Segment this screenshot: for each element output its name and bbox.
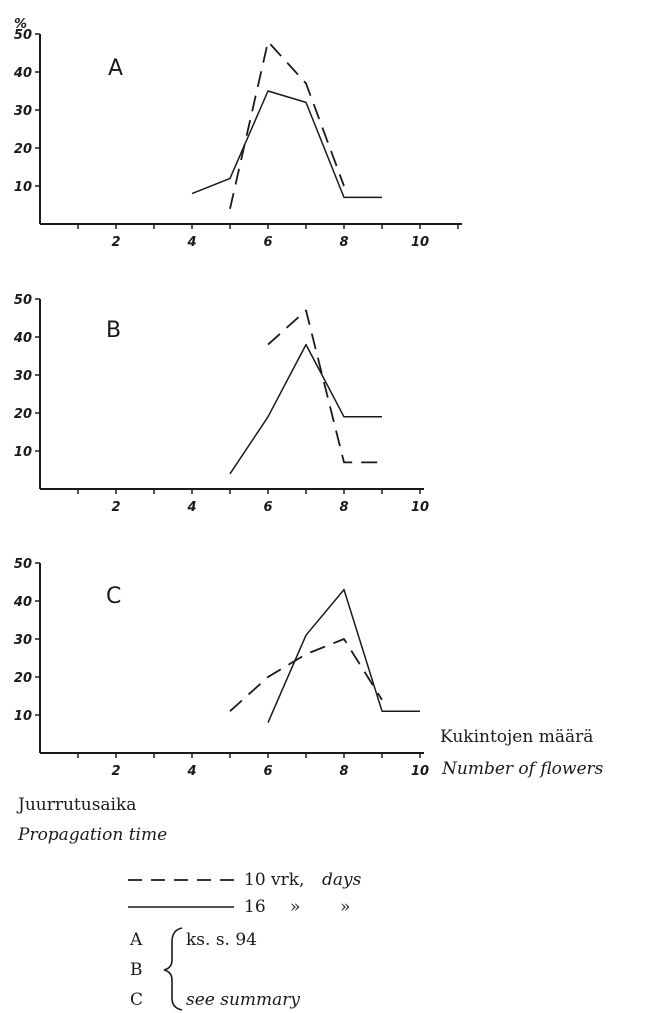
y-tick-label: 50: [14, 557, 32, 572]
x-tick-label: 2: [111, 500, 120, 515]
brace-icon: [163, 927, 183, 1011]
y-tick-label: 40: [13, 595, 32, 610]
y-tick-label: 10: [14, 180, 32, 195]
x-tick-label: 4: [186, 235, 196, 250]
y-tick-label: 50: [14, 28, 32, 43]
x-tick-label: 2: [111, 764, 120, 779]
x-tick-label: 2: [111, 235, 120, 250]
x-tick-label: 6: [263, 764, 272, 779]
series-solid-line: [267, 588, 420, 723]
y-tick-label: 40: [13, 66, 32, 81]
legend-solid-label: 16: [244, 897, 266, 917]
note-reference-finnish: ks. s. 94: [186, 930, 257, 950]
legend-dashed-label: 10 vrk,: [244, 870, 304, 890]
y-tick-label: 10: [14, 445, 32, 460]
x-axis-title-finnish: Kukintojen määrä: [440, 727, 593, 747]
y-axis-label: %: [14, 17, 27, 32]
series-dashed-line: [229, 638, 383, 712]
x-tick-label: 4: [186, 764, 196, 779]
series-solid-line: [229, 343, 382, 475]
x-tick-label: 8: [339, 235, 348, 250]
y-tick-label: 30: [14, 104, 32, 119]
legend-dashed-label-english: days: [322, 870, 362, 890]
x-tick-label: 8: [339, 764, 348, 779]
y-tick-label: 50: [14, 293, 32, 308]
x-tick-label: 8: [339, 500, 348, 515]
legend-solid-ditto-2: »: [340, 897, 350, 917]
x-axis-title-english: Number of flowers: [441, 759, 604, 779]
chart-panels: 2 4 6 8 10 10 20 30 40 50% A 2 4 6 8 10 10 20 30 40 50 B 2 4 6 8 1…: [13, 17, 462, 779]
y-tick-label: 30: [14, 369, 32, 384]
propagation-title-finnish: Juurrutusaika: [16, 795, 136, 815]
y-tick-label: 10: [14, 709, 32, 724]
x-tick-label: 10: [411, 500, 429, 515]
x-tick-label: 10: [411, 764, 429, 779]
note-letter-b: B: [130, 960, 143, 980]
panel-a: 2 4 6 8 10 10 20 30 40 50% A: [13, 17, 462, 250]
y-tick-label: 40: [13, 331, 32, 346]
legend-solid-ditto-1: »: [290, 897, 300, 917]
x-tick-label: 6: [263, 500, 272, 515]
y-tick-label: 20: [14, 142, 32, 157]
note-letter-a: A: [129, 930, 143, 950]
series-solid-line: [191, 90, 382, 199]
propagation-title-english: Propagation time: [17, 825, 167, 845]
x-tick-label: 4: [186, 500, 196, 515]
series-dashed-line: [267, 309, 382, 464]
panel-b: 2 4 6 8 10 10 20 30 40 50 B: [13, 293, 429, 515]
y-tick-label: 30: [14, 633, 32, 648]
series-dashed-line: [229, 40, 345, 209]
y-tick-label: 20: [14, 671, 32, 686]
y-tick-label: 20: [14, 407, 32, 422]
panel-label-a: A: [108, 56, 123, 81]
x-tick-label: 10: [411, 235, 429, 250]
note-reference-english: see summary: [186, 990, 300, 1010]
note-letter-c: C: [130, 990, 143, 1010]
panel-label-c: C: [106, 584, 121, 609]
panel-c: 2 4 6 8 10 10 20 30 40 50 C: [13, 557, 429, 779]
x-tick-label: 6: [263, 235, 272, 250]
panel-label-b: B: [106, 318, 121, 343]
